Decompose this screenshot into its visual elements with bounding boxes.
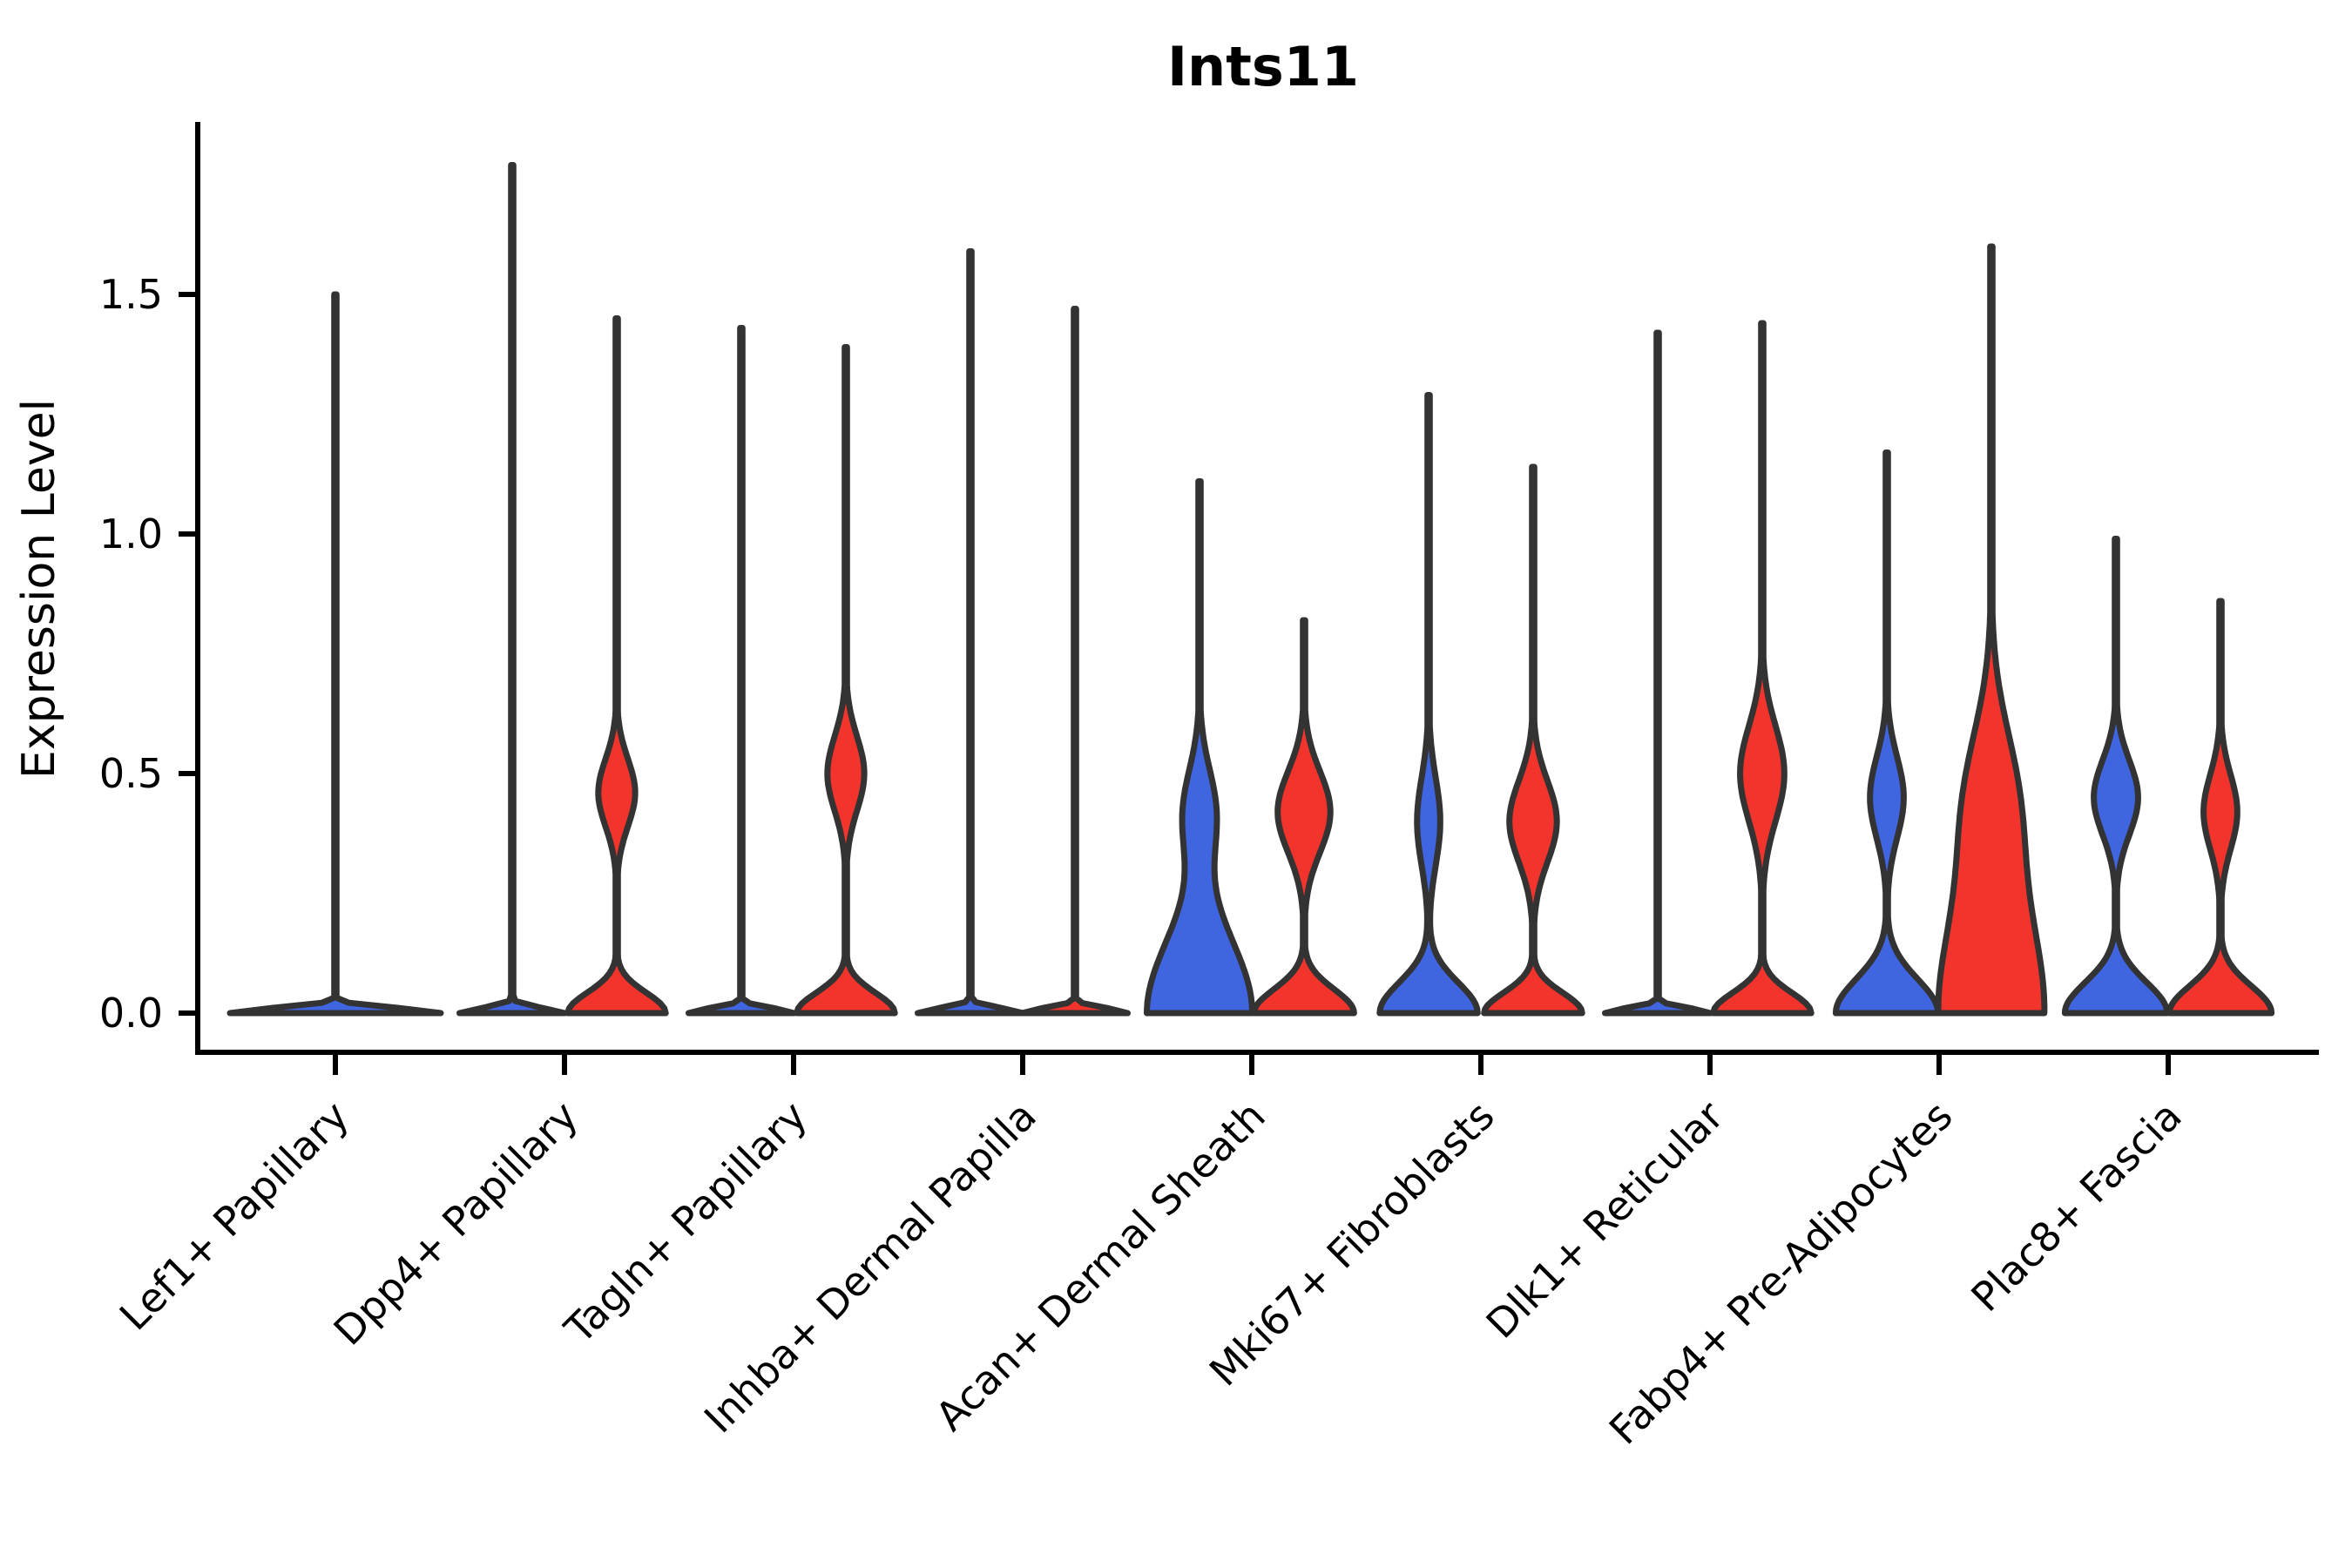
violin-dlk1-group2 [1710, 320, 1815, 1017]
violin-plac8-group1 [2061, 536, 2171, 1017]
violin-mki67-group2 [1481, 463, 1585, 1017]
axes [179, 122, 2319, 1075]
y-tick-label: 0.0 [99, 990, 163, 1037]
x-category-label: Dlk1+ Reticular [1477, 1092, 1733, 1348]
violin-lef1-single [226, 291, 444, 1017]
violin-dlk1-group1 [1602, 329, 1713, 1017]
y-tick-label: 0.5 [99, 750, 163, 797]
x-category-label: Plac8+ Fascia [1962, 1092, 2190, 1321]
x-category-label: Dpp4+ Papillary [325, 1092, 587, 1355]
violin-plac8-group2 [2166, 598, 2275, 1017]
violin-dpp4-group2 [564, 315, 669, 1017]
violin-acan-group2 [1251, 617, 1357, 1017]
plot-title: Ints11 [1167, 35, 1359, 98]
y-axis-label: Expression Level [13, 399, 65, 779]
violin-tagln-group2 [794, 344, 898, 1017]
violin-acan-group1 [1144, 478, 1255, 1017]
violin-inhba-group1 [915, 248, 1026, 1017]
violin-series [226, 162, 2275, 1017]
y-tick-label: 1.0 [99, 510, 163, 558]
violin-mki67-group1 [1376, 392, 1481, 1017]
x-category-label: Lef1+ Papillary [111, 1092, 358, 1340]
y-tick-label: 1.5 [99, 271, 163, 318]
violin-fabp4-group1 [1832, 449, 1942, 1017]
violin-inhba-group2 [1019, 306, 1131, 1017]
violin-fabp4-group2 [1935, 243, 2048, 1017]
x-category-label: Tagln+ Papillary [555, 1092, 816, 1354]
violin-tagln-group1 [686, 325, 797, 1017]
violin-dpp4-group1 [456, 162, 568, 1017]
